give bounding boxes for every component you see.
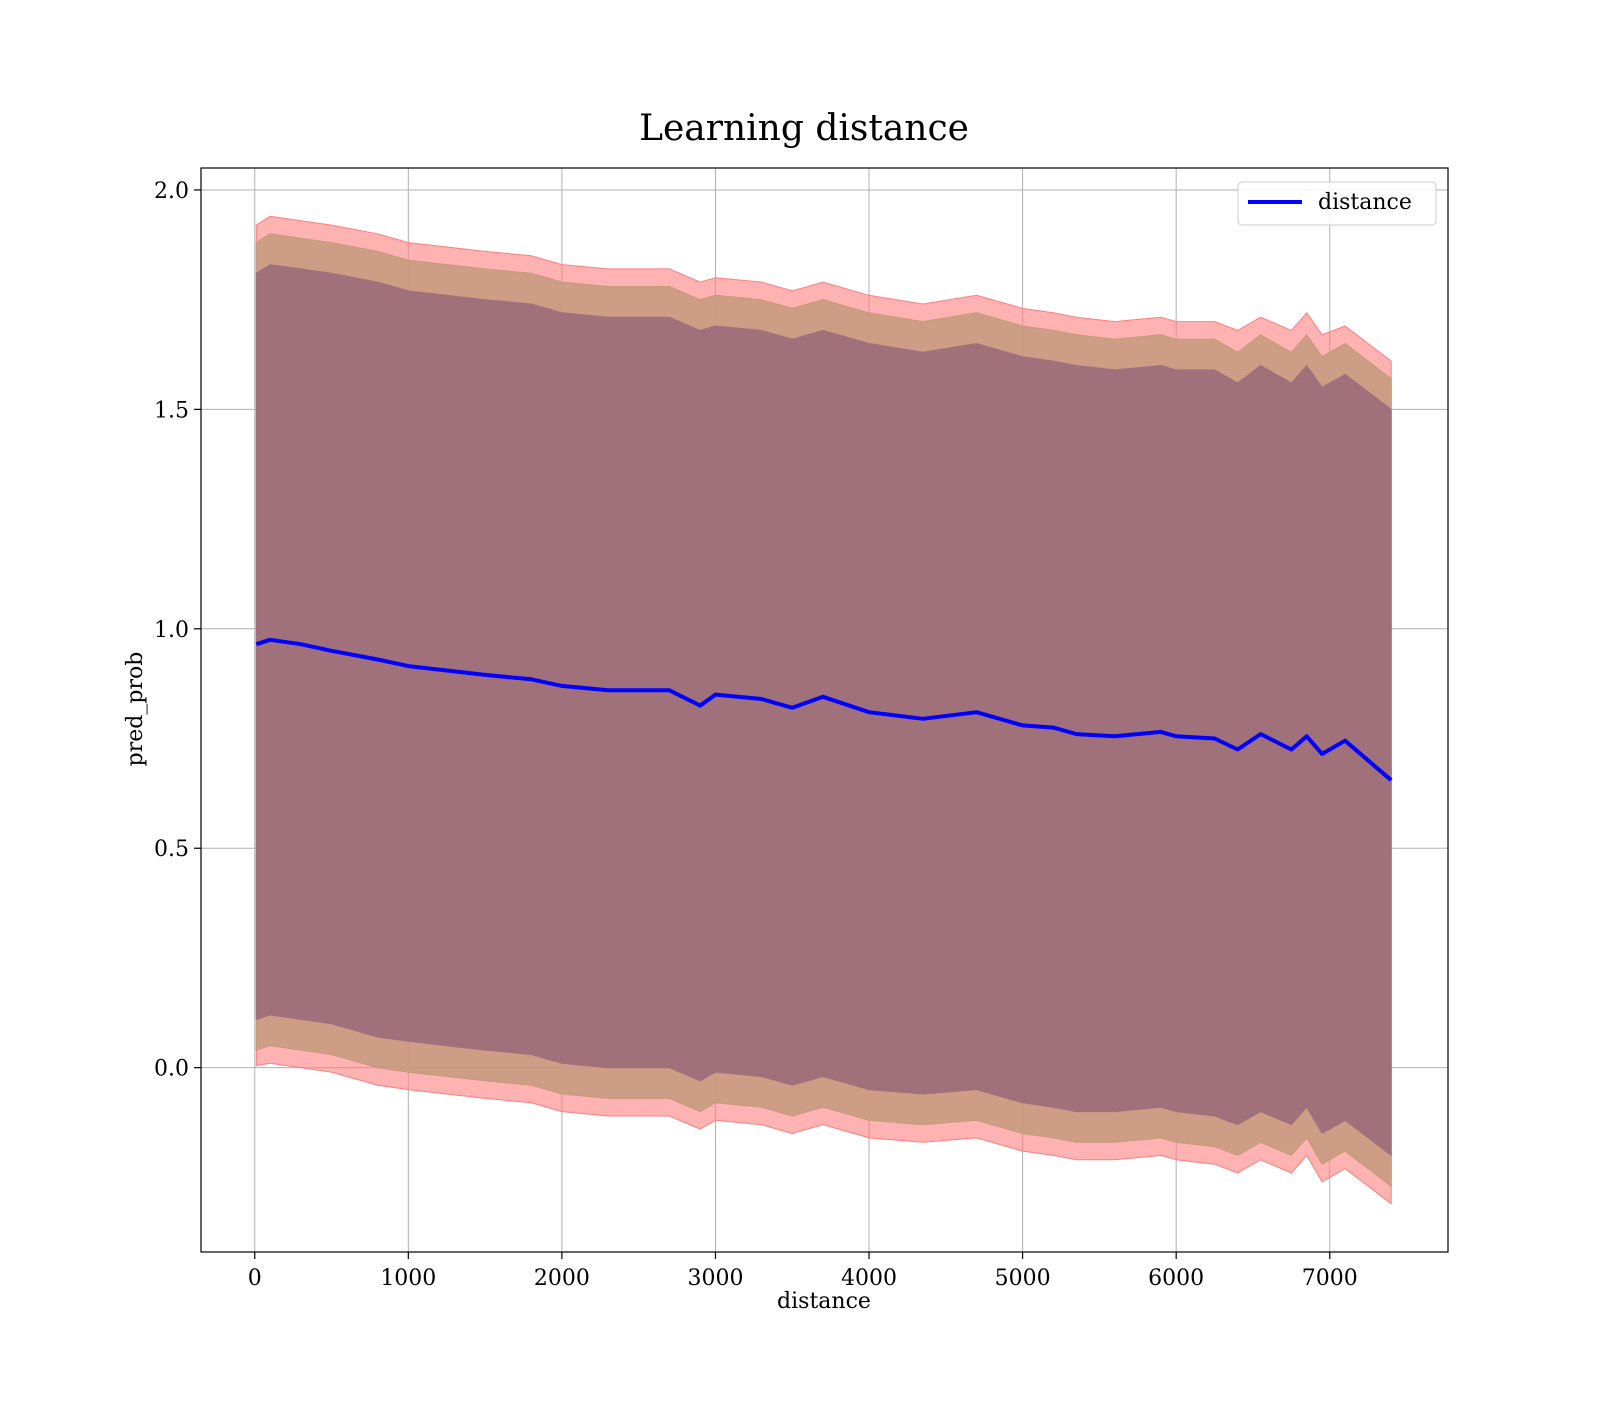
legend-box [1237,181,1437,226]
x-tick-label-0: 0 [248,1266,262,1291]
axes-frame [200,167,1449,1253]
plot-area: 0 1000 2000 3000 4000 5000 6000 7000 0.0 0.5 1.0 1.… [154,167,1449,1291]
x-tick-label-1: 1000 [380,1266,436,1291]
band-2 [255,264,1392,1157]
x-tick-label-3: 3000 [687,1266,743,1291]
y-tick-label-2: 1.0 [154,618,189,643]
x-tick-label-4: 4000 [841,1266,897,1291]
x-tick-label-2: 2000 [534,1266,590,1291]
y-tick-label-1: 0.5 [154,837,189,862]
x-tick-label-6: 6000 [1148,1266,1204,1291]
y-tick-label-4: 2.0 [154,179,189,204]
x-tick-label-7: 7000 [1302,1266,1358,1291]
x-axis-label: distance [777,1289,871,1314]
chart-title: Learning distance [639,108,969,149]
series-line-distance [255,637,1393,782]
legend: distance [1237,181,1437,226]
legend-label-distance: distance [1318,190,1412,215]
y-axis-label: pred_prob [123,652,148,767]
y-tick-label-3: 1.5 [154,398,189,423]
y-tick-label-0: 0.0 [154,1057,189,1082]
x-tick-label-5: 5000 [995,1266,1051,1291]
